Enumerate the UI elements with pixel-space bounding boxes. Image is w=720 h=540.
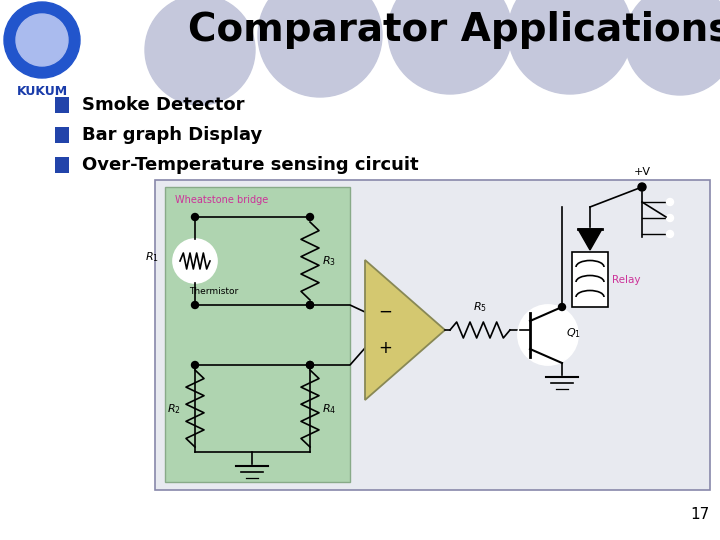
Circle shape (192, 213, 199, 220)
Circle shape (307, 361, 313, 368)
Circle shape (559, 303, 565, 310)
Circle shape (638, 183, 646, 191)
Text: Thermistor: Thermistor (189, 287, 238, 296)
Bar (155, 180, 710, 490)
Circle shape (16, 14, 68, 66)
Circle shape (192, 361, 199, 368)
Text: Wheatstone bridge: Wheatstone bridge (175, 195, 269, 205)
Circle shape (258, 0, 382, 97)
Bar (165, 187, 350, 482)
Text: Smoke Detector: Smoke Detector (82, 96, 245, 114)
Text: $R_3$: $R_3$ (322, 254, 336, 268)
Text: Over-Temperature sensing circuit: Over-Temperature sensing circuit (82, 156, 418, 174)
Bar (55, 97, 69, 113)
Text: Bar graph Display: Bar graph Display (82, 126, 262, 144)
Text: $R_2$: $R_2$ (167, 402, 181, 416)
Polygon shape (578, 229, 602, 250)
Circle shape (307, 213, 313, 220)
Bar (55, 157, 69, 173)
Circle shape (192, 301, 199, 308)
Text: +V: +V (634, 167, 650, 177)
Circle shape (667, 199, 673, 206)
Circle shape (388, 0, 512, 94)
Circle shape (518, 305, 578, 365)
Text: Relay: Relay (612, 275, 641, 285)
Text: 17: 17 (690, 507, 710, 522)
Text: +: + (378, 339, 392, 357)
Text: $R_1$: $R_1$ (145, 250, 159, 264)
Text: −: − (378, 303, 392, 321)
Circle shape (508, 0, 632, 94)
Circle shape (625, 0, 720, 95)
Circle shape (307, 301, 313, 308)
Circle shape (667, 231, 673, 238)
Polygon shape (365, 260, 445, 400)
Text: $R_5$: $R_5$ (473, 300, 487, 314)
Circle shape (145, 0, 255, 105)
Circle shape (667, 214, 673, 221)
Bar (572, 252, 608, 307)
Bar (55, 127, 69, 143)
Text: $R_4$: $R_4$ (322, 402, 336, 416)
Circle shape (4, 2, 80, 78)
Circle shape (173, 239, 217, 283)
Text: KUKUM: KUKUM (17, 85, 68, 98)
Circle shape (307, 361, 313, 368)
Text: Comparator Applications: Comparator Applications (189, 11, 720, 49)
Circle shape (307, 301, 313, 308)
Text: $Q_1$: $Q_1$ (566, 326, 581, 340)
